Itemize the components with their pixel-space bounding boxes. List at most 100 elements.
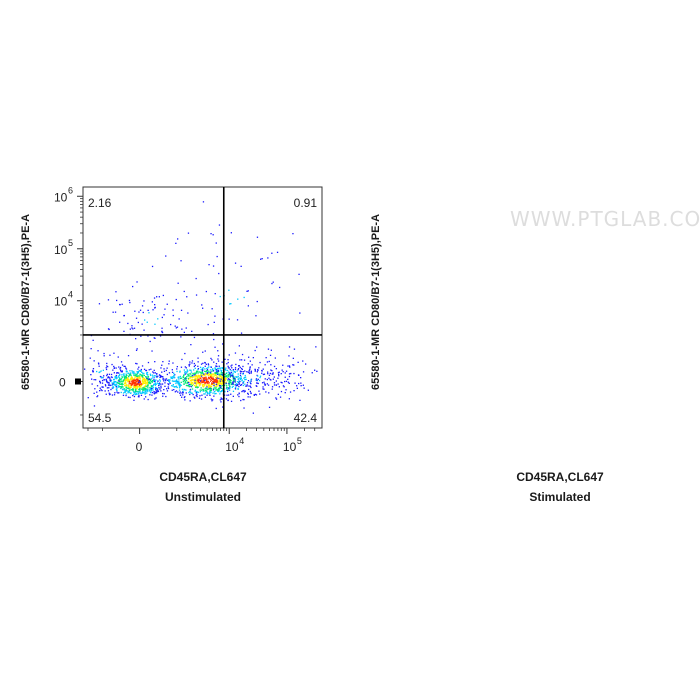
event-dot — [193, 369, 195, 371]
event-dot — [202, 379, 204, 381]
event-dot — [188, 378, 190, 381]
event-dot — [265, 391, 267, 393]
event-dot — [132, 381, 135, 383]
event-dot — [156, 382, 158, 384]
event-dot — [233, 378, 235, 381]
event-dot — [190, 376, 192, 378]
event-dot — [217, 355, 220, 357]
event-dot — [200, 375, 203, 377]
event-dot — [214, 385, 216, 387]
event-dot — [250, 371, 252, 373]
event-dot — [196, 387, 198, 389]
event-dot — [184, 396, 186, 398]
event-dot — [315, 346, 317, 348]
event-dot — [205, 370, 208, 372]
event-dot — [146, 392, 148, 394]
event-dot — [185, 377, 187, 379]
event-dot — [202, 390, 204, 392]
event-dot — [247, 396, 249, 398]
event-dot — [197, 376, 199, 378]
event-dot — [254, 349, 256, 352]
event-dot — [176, 379, 178, 381]
event-dot — [215, 389, 217, 391]
event-dot — [125, 393, 127, 395]
event-dot — [241, 380, 243, 382]
event-dot — [154, 380, 156, 383]
event-dot — [192, 372, 194, 375]
event-dot — [211, 378, 213, 380]
event-dot — [255, 315, 257, 317]
event-dot — [287, 381, 289, 383]
event-dot — [184, 352, 186, 355]
event-dot — [241, 368, 243, 370]
event-dot — [200, 387, 202, 389]
y-axis-minor-ticks — [80, 198, 83, 416]
event-dot — [224, 379, 227, 381]
event-dot — [229, 379, 231, 381]
event-dot — [202, 307, 204, 309]
event-dot — [195, 383, 197, 385]
event-dot — [129, 370, 131, 372]
event-dot — [136, 377, 138, 379]
event-dot — [182, 379, 184, 381]
event-dot — [208, 386, 210, 389]
event-dot — [221, 383, 223, 386]
event-dot — [145, 384, 147, 387]
event-dot — [242, 382, 244, 384]
event-dot — [171, 369, 173, 371]
event-dot — [155, 391, 157, 393]
event-dot — [200, 374, 202, 376]
event-dot — [161, 371, 163, 373]
event-dot — [142, 377, 144, 379]
event-dot — [204, 373, 207, 375]
event-dot — [207, 373, 209, 375]
event-dot — [214, 346, 216, 348]
event-dot — [224, 373, 226, 375]
event-dot — [96, 370, 98, 373]
event-dot — [145, 388, 148, 390]
event-dot — [156, 373, 158, 375]
event-dot — [221, 381, 223, 383]
event-dot — [259, 375, 262, 377]
y-tick-exponent: 4 — [68, 290, 73, 300]
event-dot — [209, 390, 211, 393]
event-dot — [116, 299, 118, 302]
event-dot — [205, 377, 207, 379]
event-dot — [271, 282, 273, 285]
event-dot — [204, 393, 206, 395]
event-dot — [173, 375, 175, 377]
event-dot — [163, 380, 165, 382]
event-dot — [117, 372, 119, 374]
event-dot — [160, 383, 162, 385]
event-dot — [125, 389, 127, 392]
event-dot — [128, 381, 131, 383]
event-dot — [201, 370, 204, 372]
panel-caption: Unstimulated — [164, 490, 241, 504]
event-dot — [134, 374, 137, 377]
event-dot — [217, 383, 219, 385]
event-dot — [238, 383, 241, 385]
event-dot — [106, 381, 108, 383]
event-dot — [249, 396, 251, 398]
event-dot — [157, 383, 159, 385]
event-dot — [133, 386, 136, 389]
event-dot — [210, 366, 212, 368]
event-dot — [206, 371, 208, 373]
event-dot — [236, 381, 239, 383]
event-dot — [163, 370, 166, 372]
event-dot — [129, 388, 131, 390]
event-dot — [137, 378, 139, 380]
event-dot — [111, 387, 113, 389]
event-dot — [136, 387, 138, 389]
event-dot — [92, 368, 95, 370]
panel-caption: Stimulated — [529, 490, 591, 504]
event-dot — [148, 382, 150, 385]
event-dot — [266, 361, 269, 363]
event-dot — [170, 323, 172, 326]
event-dot — [195, 384, 198, 386]
event-dot — [211, 308, 213, 310]
event-dot — [228, 394, 230, 396]
event-dot — [129, 392, 132, 394]
event-dot — [116, 387, 118, 389]
event-dot — [135, 374, 137, 377]
